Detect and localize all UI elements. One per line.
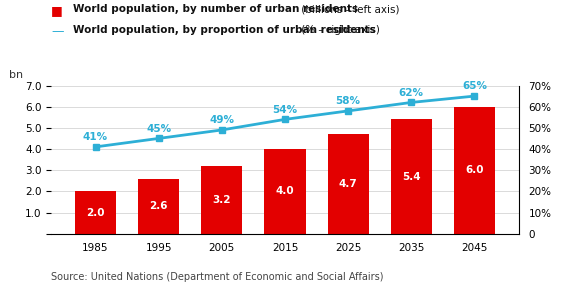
Text: —: — bbox=[51, 25, 64, 38]
Text: 4.0: 4.0 bbox=[276, 186, 294, 196]
Text: 62%: 62% bbox=[399, 88, 424, 98]
Text: World population, by number of urban residents: World population, by number of urban res… bbox=[73, 4, 358, 14]
Text: 5.4: 5.4 bbox=[402, 172, 421, 182]
Text: 6.0: 6.0 bbox=[465, 165, 484, 175]
Text: (billions – left axis): (billions – left axis) bbox=[298, 4, 400, 14]
Text: World population, by proportion of urban residents: World population, by proportion of urban… bbox=[73, 25, 376, 35]
Text: 2.0: 2.0 bbox=[86, 207, 105, 217]
Text: 4.7: 4.7 bbox=[339, 179, 357, 189]
Text: 45%: 45% bbox=[146, 124, 171, 134]
Bar bbox=[138, 179, 179, 234]
Text: ■: ■ bbox=[51, 4, 63, 17]
Bar bbox=[454, 107, 495, 234]
Text: 58%: 58% bbox=[336, 96, 361, 106]
Text: Source: United Nations (Department of Economic and Social Affairs): Source: United Nations (Department of Ec… bbox=[51, 272, 384, 282]
Text: 49%: 49% bbox=[209, 115, 234, 125]
Bar bbox=[75, 191, 116, 234]
Text: bn: bn bbox=[9, 70, 23, 80]
Text: 65%: 65% bbox=[462, 82, 487, 91]
Text: (% – right axis): (% – right axis) bbox=[298, 25, 380, 35]
Bar bbox=[328, 134, 369, 234]
Text: 3.2: 3.2 bbox=[213, 195, 231, 205]
Bar bbox=[391, 119, 432, 234]
Text: 41%: 41% bbox=[83, 132, 108, 142]
Text: 2.6: 2.6 bbox=[149, 201, 168, 211]
Bar bbox=[201, 166, 242, 234]
Bar bbox=[264, 149, 306, 234]
Text: 54%: 54% bbox=[272, 105, 298, 115]
